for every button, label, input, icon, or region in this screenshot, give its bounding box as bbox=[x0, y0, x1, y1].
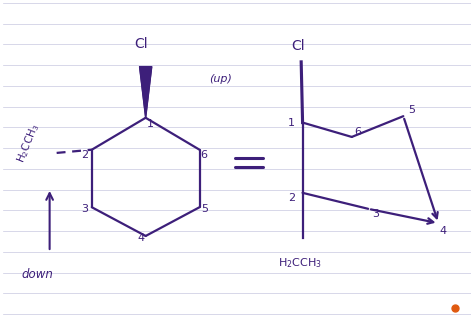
Text: 5: 5 bbox=[201, 204, 208, 214]
Text: 4: 4 bbox=[439, 226, 447, 236]
Text: 3: 3 bbox=[81, 204, 88, 214]
Text: 2: 2 bbox=[81, 150, 88, 160]
Text: down: down bbox=[21, 268, 54, 281]
Text: Cl: Cl bbox=[135, 37, 148, 51]
Text: (up): (up) bbox=[209, 74, 232, 84]
Text: 1: 1 bbox=[147, 119, 155, 129]
Text: 2: 2 bbox=[288, 193, 295, 203]
Text: 3: 3 bbox=[372, 209, 379, 219]
Text: 4: 4 bbox=[137, 233, 145, 242]
Text: 6: 6 bbox=[355, 127, 361, 137]
Text: Cl: Cl bbox=[291, 39, 304, 53]
Polygon shape bbox=[139, 67, 152, 118]
Text: $\mathregular{H_2CCH_3}$: $\mathregular{H_2CCH_3}$ bbox=[14, 122, 43, 165]
Text: $\mathregular{H_2CCH_3}$: $\mathregular{H_2CCH_3}$ bbox=[278, 256, 322, 270]
Text: 1: 1 bbox=[287, 118, 294, 128]
Text: 6: 6 bbox=[201, 150, 208, 160]
Text: 5: 5 bbox=[408, 105, 415, 115]
